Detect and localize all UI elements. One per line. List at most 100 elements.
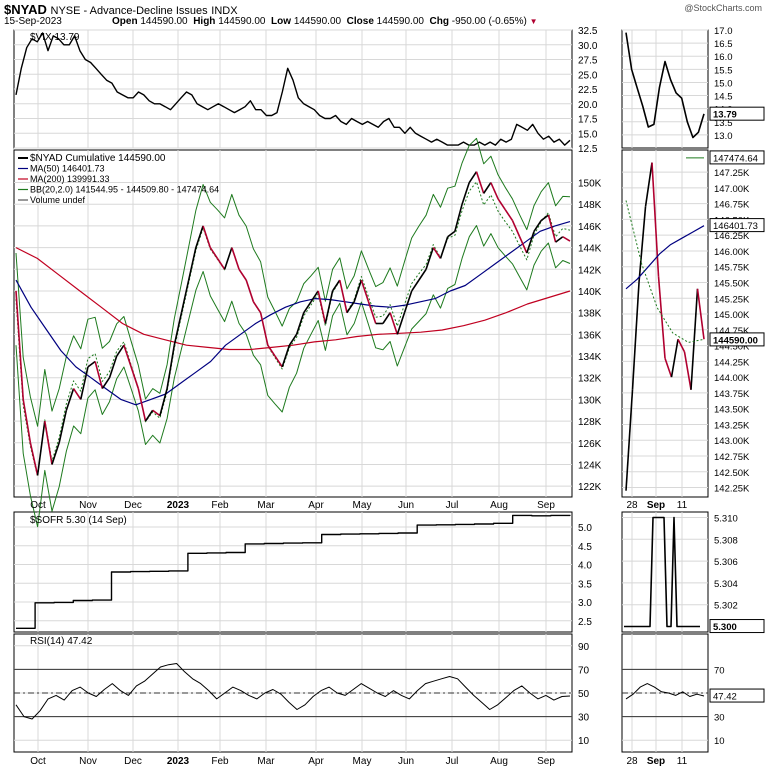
nyad-price-segment	[418, 268, 427, 281]
rsi-last-tag-box	[709, 688, 765, 703]
sofr-ytick: 4.5	[578, 542, 592, 553]
nyad-price-segment	[447, 230, 456, 238]
nyad-last-tag-box	[709, 332, 765, 347]
vix-ytick: 32.5	[578, 26, 598, 37]
vix-ytick: 17.5	[578, 115, 598, 126]
nyad-price-segment	[338, 279, 348, 313]
nyad-price-segment	[216, 257, 226, 270]
low-label: Low	[271, 16, 292, 27]
vix-zoom-ytick: 15.5	[714, 65, 733, 76]
rsi-ytick: 50	[578, 689, 590, 700]
vix-ytick: 22.5	[578, 85, 598, 96]
high-label: High	[193, 16, 216, 27]
vix-legend: $VIX 13.79	[30, 32, 80, 43]
nyad-price-segment	[461, 182, 471, 205]
x-label-main: Jul	[446, 500, 459, 511]
nyad-zoom-ytick: 147.25K	[714, 168, 750, 179]
nyad-price-segment	[346, 301, 355, 314]
sofr-ytick: 3.0	[578, 598, 592, 609]
x-label-zoom-bottom: 11	[677, 756, 688, 767]
close-value: 144590.00	[376, 16, 424, 27]
nyad-price-segment	[144, 409, 154, 422]
nyad-price-segment	[231, 247, 240, 270]
nyad-ytick: 144K	[578, 244, 602, 255]
bb-upper-tag-text: 147474.64	[713, 153, 758, 164]
nyad-zoom-ytick: 144.75K	[714, 326, 750, 337]
nyad-price-segment	[403, 290, 413, 313]
nyad-zoom-segment	[657, 276, 666, 359]
sofr-ytick: 3.5	[578, 579, 592, 590]
vix-zoom-ytick: 13.5	[714, 118, 733, 129]
nyad-zoom-segment	[644, 162, 653, 207]
nyad-price-segment	[511, 220, 521, 238]
nyad-zoom-segment	[670, 339, 679, 378]
nyad-price-segment	[547, 214, 557, 243]
nyad-price-segment	[101, 377, 111, 390]
sofr-zoom-ytick: 5.308	[714, 535, 738, 546]
rsi-series-line	[15, 663, 571, 720]
chg-value: -950.00 (-0.65%)	[451, 16, 527, 27]
nyad-ytick: 124K	[578, 460, 602, 471]
nyad-price-segment	[94, 361, 104, 389]
x-label-main: Nov	[79, 500, 97, 511]
x-label-bottom: Oct	[30, 756, 46, 767]
nyad-price-segment	[238, 268, 247, 281]
vix-ytick: 15.0	[578, 129, 598, 140]
nyad-price-segment	[288, 333, 298, 346]
nyad-price-segment	[482, 182, 492, 194]
ohlc-line: Open 144590.00 High 144590.00 Low 144590…	[112, 16, 538, 27]
vix-zoom-ytick: 15.0	[714, 78, 733, 89]
vix-ytick: 20.0	[578, 100, 598, 111]
sofr-zoom-ytick: 5.310	[714, 513, 738, 524]
nyad-zoom-segment	[664, 357, 673, 378]
nyad-ytick: 130K	[578, 395, 602, 406]
nyad-zoom-ytick: 145.00K	[714, 310, 750, 321]
bb-zoom-middle	[625, 200, 705, 343]
sofr-legend: $SOFR 5.30 (14 Sep)	[30, 515, 127, 526]
x-label-main: Feb	[211, 500, 229, 511]
chg-label: Chg	[429, 16, 449, 27]
nyad-price-segment	[166, 345, 176, 389]
nyad-price-segment	[108, 355, 118, 378]
x-label-bottom: Sep	[537, 756, 555, 767]
vix-last-tag-text: 13.79	[713, 110, 737, 121]
nyad-legend-3: BB(20,2.0) 141544.95 - 144509.80 - 14747…	[30, 185, 219, 195]
nyad-zoom-segment	[690, 288, 699, 390]
nyad-ytick: 136K	[578, 330, 602, 341]
nyad-price-segment	[267, 344, 276, 357]
nyad-price-segment	[331, 279, 341, 292]
vix-zoom-ytick: 14.5	[714, 92, 733, 103]
nyad-zoom-ytick: 143.75K	[714, 389, 750, 400]
ma50-line	[15, 221, 571, 406]
nyad-price-segment	[123, 344, 132, 368]
rsi-last-tag: 47.42	[709, 688, 765, 703]
high-value: 144590.00	[218, 16, 266, 27]
sofr-ytick: 4.0	[578, 561, 592, 572]
x-label-main: Oct	[30, 500, 46, 511]
nyad-price-segment	[152, 409, 161, 417]
x-label-bottom: 2023	[167, 756, 190, 767]
nyad-price-segment	[504, 209, 514, 221]
nyad-ytick: 142K	[578, 265, 602, 276]
nyad-last-tag: 144590.00	[709, 332, 765, 347]
nyad-zoom-ytick: 144.50K	[714, 342, 750, 353]
sofr-series-line	[16, 514, 571, 629]
ma50-tag: 146401.73	[709, 218, 765, 233]
x-label-main: Sep	[537, 500, 555, 511]
nyad-price-segment	[36, 420, 46, 476]
stockcharts-credit: @StockCharts.com	[684, 3, 762, 13]
nyad-last-tag-text: 144590.00	[713, 335, 758, 346]
nyad-zoom-ytick: 143.00K	[714, 436, 750, 447]
symbol-title: $NYAD NYSE - Advance-Decline Issues INDX	[4, 2, 238, 17]
nyad-zoom-ytick: 142.75K	[714, 452, 750, 463]
bb-upper-tag: 147474.64	[709, 150, 765, 165]
nyad-price-segment	[223, 247, 233, 270]
sofr-zoom-line	[624, 516, 700, 628]
nyad-panel-frame	[13, 149, 573, 498]
rsi-ytick: 70	[578, 665, 590, 676]
nyad-price-segment	[454, 204, 463, 232]
nyad-price-segment	[252, 301, 262, 314]
vix-zoom-ytick: 16.5	[714, 39, 733, 50]
nyad-price-segment	[411, 279, 420, 292]
nyad-ytick: 146K	[578, 222, 602, 233]
